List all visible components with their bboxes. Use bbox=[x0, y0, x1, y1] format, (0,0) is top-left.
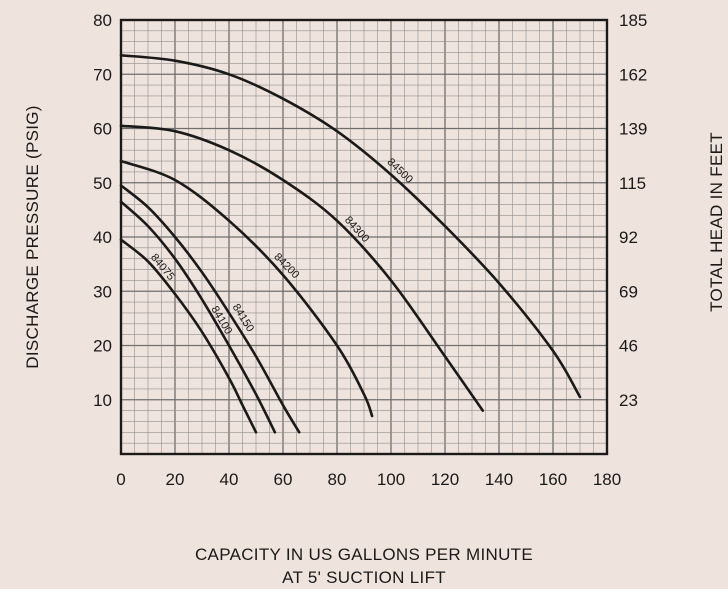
curve-84500 bbox=[119, 54, 582, 399]
y2-tick-label: 162 bbox=[619, 65, 647, 84]
y2-tick-label: 185 bbox=[619, 11, 647, 30]
y-tick-label: 80 bbox=[93, 11, 112, 30]
x-tick-label: 0 bbox=[116, 470, 125, 489]
y2-tick-label: 115 bbox=[619, 174, 646, 193]
y-tick-label: 10 bbox=[93, 391, 112, 410]
x-tick-label: 120 bbox=[431, 470, 459, 489]
y-tick-label: 40 bbox=[93, 228, 112, 247]
x-tick-label: 180 bbox=[593, 470, 621, 489]
x-axis-ticks: 0 20 40 60 80 100 120 140 160 180 bbox=[116, 470, 621, 489]
grid bbox=[121, 20, 607, 454]
y-tick-label: 50 bbox=[93, 174, 112, 193]
y2-tick-label: 23 bbox=[619, 391, 638, 410]
y2-tick-label: 139 bbox=[619, 120, 647, 139]
y-tick-label: 60 bbox=[93, 120, 112, 139]
y2-tick-label: 92 bbox=[619, 228, 638, 247]
curve-84150 bbox=[119, 184, 301, 434]
x-tick-label: 20 bbox=[166, 470, 185, 489]
x-axis-title-line2: AT 5' SUCTION LIFT bbox=[282, 568, 446, 587]
y2-axis-title: TOTAL HEAD IN FEET bbox=[707, 132, 726, 312]
curve-84200 bbox=[119, 159, 374, 418]
x-tick-label: 160 bbox=[539, 470, 567, 489]
x-tick-label: 140 bbox=[485, 470, 513, 489]
y-axis-ticks: 10 20 30 40 50 60 70 80 bbox=[93, 11, 112, 410]
x-tick-label: 40 bbox=[220, 470, 239, 489]
x-tick-label: 60 bbox=[274, 470, 293, 489]
y2-tick-label: 46 bbox=[619, 337, 638, 356]
y-tick-label: 30 bbox=[93, 282, 112, 301]
y-tick-label: 20 bbox=[93, 337, 112, 356]
x-tick-label: 80 bbox=[328, 470, 347, 489]
curve-84075 bbox=[119, 238, 258, 434]
x-axis-title-line1: CAPACITY IN US GALLONS PER MINUTE bbox=[195, 545, 533, 564]
curve-84300 bbox=[119, 124, 485, 412]
curve-84100 bbox=[119, 200, 277, 434]
y2-tick-label: 69 bbox=[619, 282, 638, 301]
plot-frame bbox=[119, 18, 609, 456]
y-tick-label: 70 bbox=[93, 65, 112, 84]
y2-axis-ticks: 23 46 69 92 115 139 162 185 bbox=[619, 11, 647, 410]
curves bbox=[119, 54, 582, 434]
y-axis-title: DISCHARGE PRESSURE (PSIG) bbox=[23, 105, 42, 369]
x-tick-label: 100 bbox=[377, 470, 405, 489]
